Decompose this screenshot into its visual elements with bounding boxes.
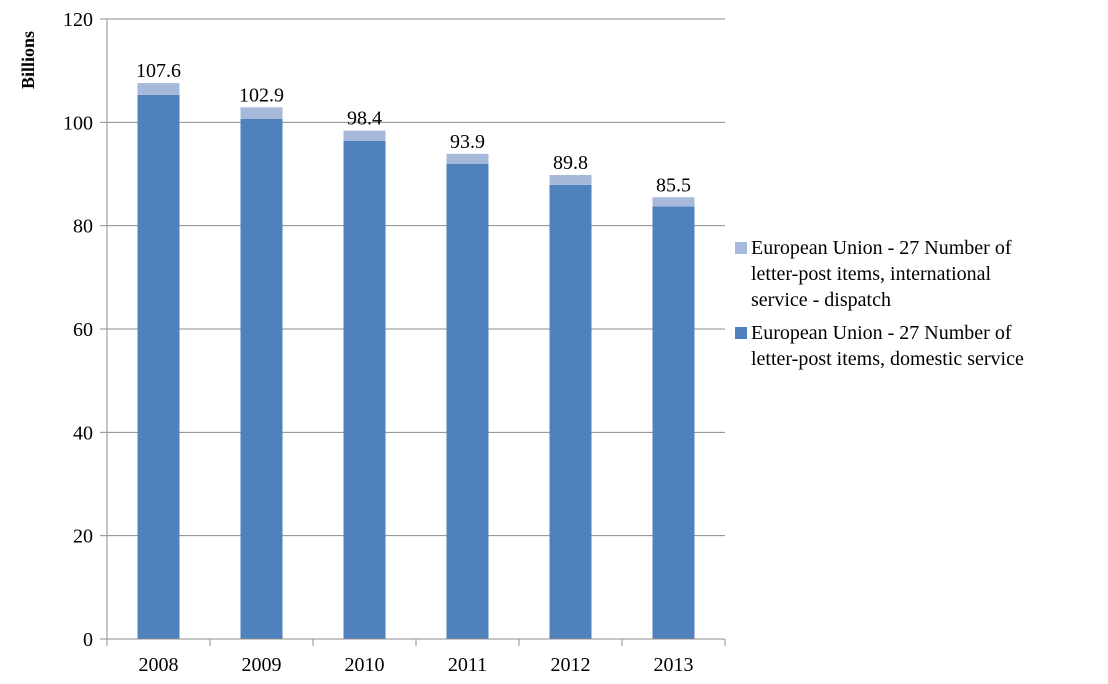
- bar: [137, 83, 180, 95]
- data-label: 98.4: [347, 108, 382, 130]
- bar: [343, 130, 386, 141]
- x-tick-label: 2010: [345, 654, 385, 676]
- y-tick-label: 100: [63, 112, 93, 134]
- x-tick-label: 2011: [448, 654, 487, 676]
- x-tick-label: 2009: [242, 654, 282, 676]
- bars: [137, 83, 695, 640]
- bar: [240, 107, 283, 119]
- bar: [549, 184, 592, 639]
- legend-swatch: [735, 327, 747, 339]
- bar: [137, 94, 180, 639]
- y-axis-label: Billions: [18, 31, 38, 89]
- legend-label: service - dispatch: [751, 289, 891, 311]
- y-tick-labels: 0 20 40 60 80 100 120: [63, 9, 93, 651]
- legend-swatch: [735, 242, 747, 254]
- legend: European Union - 27 Number of letter-post…: [735, 237, 1024, 370]
- data-label: 89.8: [553, 152, 588, 174]
- x-tick-label: 2013: [654, 654, 694, 676]
- bar: [446, 163, 489, 639]
- data-label: 107.6: [136, 60, 181, 82]
- y-tick-label: 20: [73, 526, 93, 548]
- x-tick-label: 2012: [551, 654, 591, 676]
- bar: [652, 197, 695, 207]
- data-labels: 107.6 102.9 98.4 93.9 89.8 85.5: [136, 60, 691, 196]
- bar: [446, 153, 489, 164]
- data-label: 93.9: [450, 131, 485, 153]
- bar: [549, 175, 592, 185]
- y-tick-label: 0: [83, 629, 93, 651]
- axes: [100, 18, 726, 646]
- legend-label: European Union - 27 Number of: [751, 322, 1012, 344]
- data-label: 85.5: [656, 174, 691, 196]
- bar: [240, 118, 283, 639]
- bar: [652, 206, 695, 640]
- data-label: 102.9: [239, 84, 284, 106]
- gridlines: [107, 18, 725, 537]
- legend-label: European Union - 27 Number of: [751, 237, 1012, 259]
- y-tick-label: 120: [63, 9, 93, 31]
- bar: [343, 140, 386, 639]
- y-tick-label: 80: [73, 216, 93, 238]
- legend-label: letter-post items, domestic service: [751, 348, 1024, 370]
- legend-label: letter-post items, international: [751, 263, 992, 285]
- y-tick-label: 60: [73, 319, 93, 341]
- x-tick-label: 2008: [139, 654, 179, 676]
- x-tick-labels: 2008 2009 2010 2011 2012 2013: [139, 654, 694, 676]
- y-tick-label: 40: [73, 422, 93, 444]
